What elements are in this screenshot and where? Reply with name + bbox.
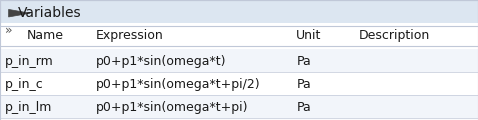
Text: Pa: Pa [296,101,311,114]
Text: p0+p1*sin(omega*t): p0+p1*sin(omega*t) [96,55,226,68]
Text: p_in_rm: p_in_rm [5,55,54,68]
Text: Unit: Unit [296,29,322,42]
Text: Expression: Expression [96,29,163,42]
Text: Pa: Pa [296,78,311,91]
Text: Pa: Pa [296,55,311,68]
FancyBboxPatch shape [0,23,478,46]
Text: p_in_lm: p_in_lm [5,101,52,114]
Text: p0+p1*sin(omega*t+pi): p0+p1*sin(omega*t+pi) [96,101,248,114]
Text: Variables: Variables [18,6,82,20]
Text: »: » [5,24,12,37]
Text: p_in_c: p_in_c [5,78,43,91]
FancyBboxPatch shape [0,0,478,26]
FancyBboxPatch shape [0,72,478,95]
FancyBboxPatch shape [0,49,478,72]
Polygon shape [9,9,30,17]
Text: Description: Description [358,29,430,42]
Text: p0+p1*sin(omega*t+pi/2): p0+p1*sin(omega*t+pi/2) [96,78,260,91]
Text: Name: Name [26,29,63,42]
FancyBboxPatch shape [0,95,478,118]
